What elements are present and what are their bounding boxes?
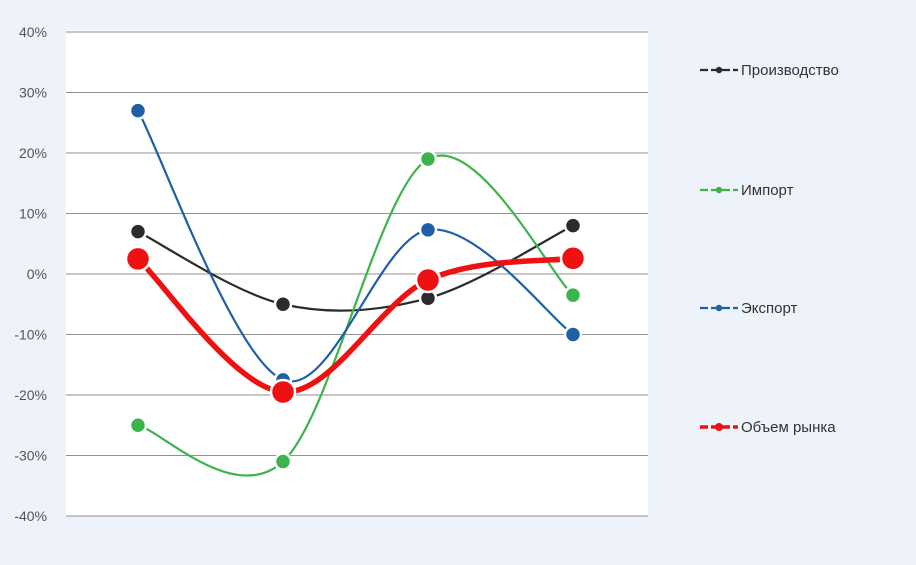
data-point xyxy=(563,216,583,235)
data-point xyxy=(124,245,152,273)
y-tick-label: 0% xyxy=(27,266,47,282)
legend-label: Экспорт xyxy=(741,300,797,317)
data-point xyxy=(563,325,583,344)
y-tick-label: -30% xyxy=(14,448,47,464)
y-tick-label: -40% xyxy=(14,508,47,524)
data-point xyxy=(418,220,438,240)
data-point xyxy=(559,245,587,272)
legend-item: Экспорт xyxy=(700,300,797,317)
series-line xyxy=(135,255,576,395)
data-point xyxy=(418,149,438,169)
y-tick-label: 10% xyxy=(19,206,47,222)
data-point xyxy=(269,378,297,406)
legend-item: Производство xyxy=(700,62,839,79)
data-point xyxy=(128,416,148,435)
legend-label: Объем рынка xyxy=(741,419,836,436)
legend-marker xyxy=(715,66,723,74)
y-tick-label: -20% xyxy=(14,387,47,403)
data-point xyxy=(563,285,583,305)
y-tick-label: 40% xyxy=(19,24,47,40)
y-tick-label: 20% xyxy=(19,145,47,161)
legend-label: Импорт xyxy=(741,182,794,199)
legend: Производство Импорт Экспорт Объем рынка xyxy=(700,62,839,436)
legend-item: Объем рынка xyxy=(700,419,836,436)
legend-item: Импорт xyxy=(700,182,794,199)
plot-area xyxy=(66,30,648,516)
series-group xyxy=(128,149,583,477)
legend-marker xyxy=(715,304,723,312)
legend-marker xyxy=(715,186,723,194)
series-group xyxy=(124,245,587,406)
series-line xyxy=(136,154,575,477)
series-lines xyxy=(124,101,587,477)
data-point xyxy=(273,452,293,471)
y-tick-label: -10% xyxy=(14,327,47,343)
data-point xyxy=(128,101,148,120)
gridlines xyxy=(66,31,648,517)
y-axis-ticks: 40% 30% 20% 10% 0% -10% -20% -30% -40% xyxy=(14,24,47,524)
legend-marker xyxy=(715,423,723,431)
y-tick-label: 30% xyxy=(19,85,47,101)
legend-label: Производство xyxy=(741,62,839,79)
data-point xyxy=(414,266,442,294)
data-point xyxy=(273,295,293,314)
data-point xyxy=(128,222,148,241)
